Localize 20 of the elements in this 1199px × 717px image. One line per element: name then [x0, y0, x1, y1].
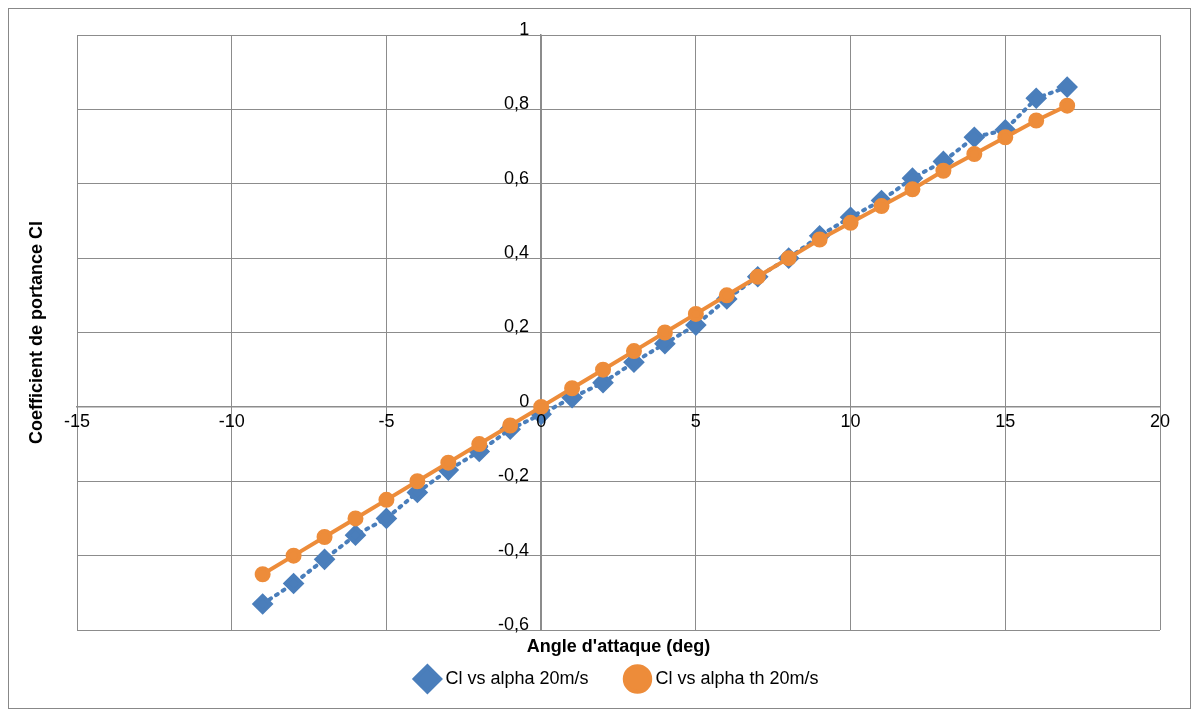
y-tick-label: 0,6 [504, 167, 530, 188]
legend-label: Cl vs alpha 20m/s [445, 667, 589, 688]
x-tick-label: -10 [218, 410, 245, 431]
y-tick-label: 0,4 [504, 242, 530, 263]
x-tick-label: 15 [995, 410, 1016, 431]
y-tick-label: -0,4 [498, 539, 530, 560]
x-tick-label: 5 [690, 410, 701, 431]
x-axis-title: Angle d'attaque (deg) [526, 635, 711, 656]
x-tick-label: -5 [378, 410, 395, 431]
y-tick-label: -0,2 [498, 465, 530, 486]
x-tick-label: -15 [63, 410, 91, 431]
y-tick-label: 0 [519, 390, 530, 411]
x-tick-label: 20 [1149, 410, 1171, 431]
x-tick-label: 10 [840, 410, 861, 431]
y-tick-label: 0,2 [504, 316, 530, 337]
legend-label: Cl vs alpha th 20m/s [655, 667, 819, 688]
y-tick-label: 1 [519, 18, 530, 39]
y-tick-label: -0,6 [498, 613, 530, 634]
y-tick-label: 0,8 [504, 93, 530, 114]
y-axis-title: Coefficient de portance Cl [25, 220, 46, 445]
